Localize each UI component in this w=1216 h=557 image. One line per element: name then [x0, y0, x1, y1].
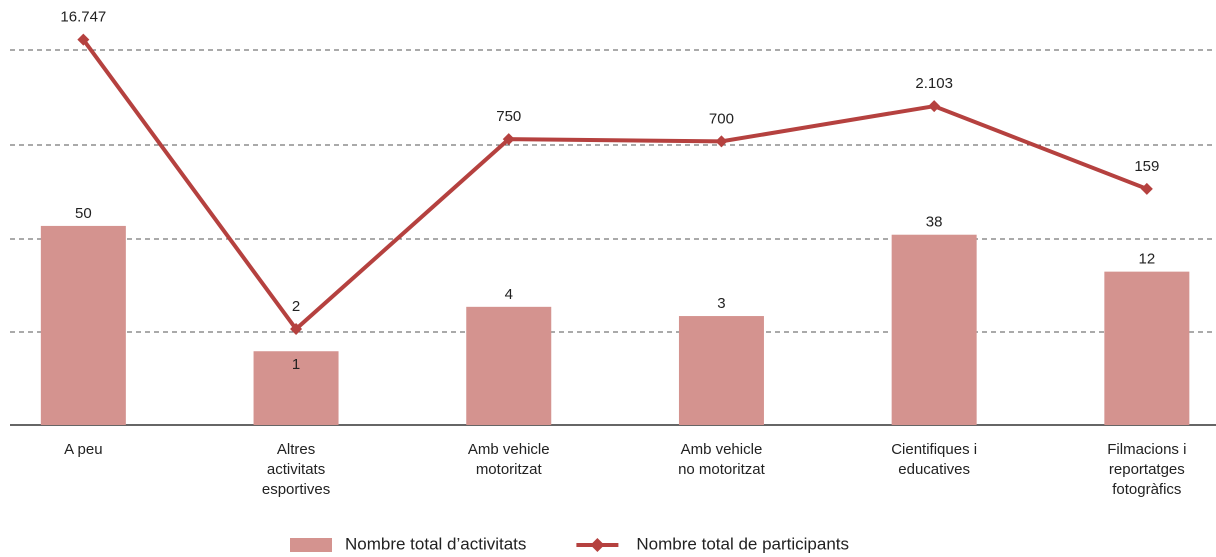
bar-value-label: 4 — [505, 286, 513, 303]
bar — [1104, 271, 1190, 425]
line-value-label: 2 — [292, 298, 300, 315]
line-value-label: 16.747 — [60, 9, 106, 26]
marker — [290, 323, 303, 336]
marker — [1140, 182, 1153, 195]
line-value-label: 159 — [1134, 158, 1159, 175]
legend-swatch — [590, 538, 605, 552]
bar-value-label: 50 — [75, 205, 92, 222]
bar-value-label: 1 — [292, 356, 300, 373]
bar — [40, 225, 126, 425]
line — [81, 38, 1148, 332]
marker — [928, 100, 941, 113]
line-value-label: 2.103 — [915, 75, 953, 92]
x-tick-label: Filmacions i reportatges fotogràfics — [1107, 441, 1187, 498]
bar-value-label: 12 — [1139, 251, 1156, 268]
bar-value-label: 38 — [926, 214, 943, 231]
marker — [715, 135, 728, 148]
legend-label: Nombre total d’activitats — [345, 534, 526, 553]
legend-swatch — [290, 538, 332, 552]
x-tick-label: Amb vehicle no motoritzat — [678, 441, 765, 478]
marker — [77, 33, 90, 46]
bar — [466, 306, 552, 425]
x-tick-label: Amb vehicle motoritzat — [467, 441, 550, 478]
x-tick-label: Cientifiques i educatives — [891, 441, 978, 478]
marker — [502, 133, 515, 146]
bar — [678, 316, 764, 425]
line-value-label: 750 — [496, 108, 521, 125]
x-tick-label: Altres activitats esportives — [261, 441, 331, 498]
bar — [891, 234, 977, 425]
bar-value-label: 3 — [717, 295, 725, 312]
x-tick-label: A peu — [64, 441, 103, 458]
legend-label: Nombre total de participants — [636, 534, 849, 553]
bar — [253, 351, 339, 425]
line-value-label: 700 — [709, 110, 734, 127]
